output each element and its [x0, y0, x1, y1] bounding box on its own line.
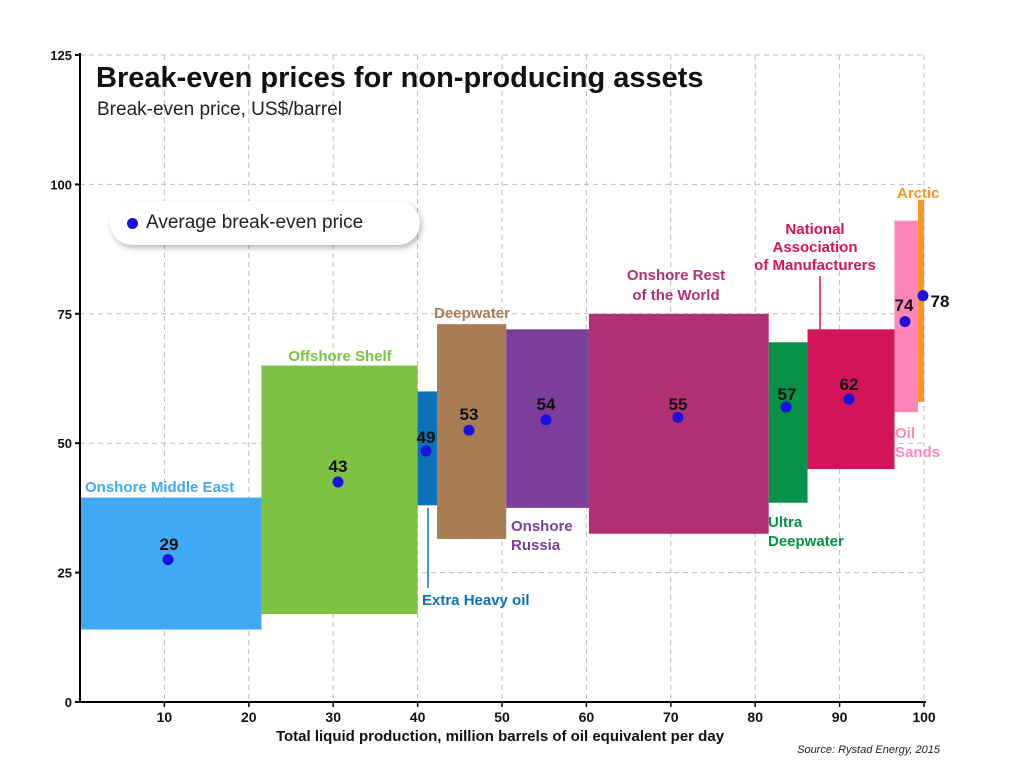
segment-label-line: Onshore Middle East [85, 479, 234, 496]
segment-label-line: National [785, 221, 844, 238]
average-value-label: 43 [329, 457, 348, 476]
average-value-label: 54 [537, 395, 556, 414]
average-value-label: 78 [931, 292, 950, 311]
segment-label-line: Oil [895, 425, 915, 442]
segment-label-line: Offshore Shelf [288, 348, 392, 365]
segment-label: Offshore Shelf [288, 348, 392, 365]
average-marker [162, 554, 174, 566]
segment-label-line: Deepwater [768, 533, 844, 550]
segment-label-line: Sands [895, 444, 940, 461]
average-value-label: 55 [669, 395, 688, 414]
segment-label: Onshore Russia [511, 518, 573, 554]
x-tick-label: 90 [832, 709, 848, 725]
segment-label: National Association of Manufacturers [754, 221, 876, 274]
x-axis-label: Total liquid production, million barrels… [276, 728, 725, 745]
legend-marker [127, 217, 138, 229]
segment-label: Oil Sands [895, 425, 940, 461]
x-tick-label: 20 [241, 709, 257, 725]
average-markers: 29 43 49 53 54 55 57 62 74 78 [160, 290, 950, 566]
average-marker [843, 393, 855, 405]
x-tick-label: 40 [410, 709, 426, 725]
y-tick-label: 75 [58, 307, 72, 322]
segment-label-line: Ultra [768, 514, 803, 531]
tick-labels: 0 25 50 75 100 125 10 20 30 40 50 60 70 80 90 100 [50, 48, 936, 725]
source-note: Source: Rystad Energy, 2015 [797, 744, 940, 756]
segment-label-line: of the World [632, 287, 719, 304]
segment-bar [768, 342, 808, 503]
segment-label-line: Extra Heavy oil [422, 592, 530, 609]
average-marker [780, 401, 792, 413]
average-marker [463, 424, 475, 436]
average-marker [420, 445, 432, 457]
segment-label-line: Onshore [511, 518, 573, 535]
average-value-label: 74 [895, 296, 914, 315]
average-marker [540, 414, 552, 426]
segment-bar [918, 199, 924, 402]
segment-label: Arctic [897, 185, 940, 202]
average-value-label: 62 [840, 375, 859, 394]
legend: Average break-even price [110, 201, 420, 245]
segment-label-line: of Manufacturers [754, 257, 876, 274]
segment-label-line: Association [772, 239, 857, 256]
y-tick-label: 25 [58, 566, 72, 581]
x-tick-label: 10 [157, 709, 173, 725]
segment-label-line: Arctic [897, 185, 940, 202]
average-value-label: 29 [160, 535, 179, 554]
x-tick-label: 70 [663, 709, 679, 725]
segment-label: Onshore Rest of the World [627, 267, 725, 304]
average-marker [899, 316, 911, 328]
average-marker [917, 290, 929, 302]
legend-label: Average break-even price [146, 212, 364, 233]
segment-label-line: Russia [511, 537, 561, 554]
segment-label-line: Onshore Rest [627, 267, 725, 284]
segment-labels: Onshore Middle East Offshore Shelf Extra H… [85, 185, 940, 609]
segment-label: Deepwater [434, 305, 510, 322]
x-tick-label: 80 [747, 709, 763, 725]
segment-label: Extra Heavy oil [422, 592, 530, 609]
y-tick-label: 50 [58, 436, 72, 451]
segment-label-line: Deepwater [434, 305, 510, 322]
segment-bar [588, 313, 769, 534]
average-value-label: 49 [417, 428, 436, 447]
y-tick-label: 100 [50, 177, 72, 192]
x-tick-label: 60 [579, 709, 595, 725]
segment-bar [261, 365, 418, 615]
chart-subtitle: Break-even price, US$/barrel [97, 99, 342, 120]
chart-title: Break-even prices for non-producing asse… [96, 62, 704, 94]
x-tick-label: 100 [912, 709, 936, 725]
y-tick-label: 0 [65, 695, 72, 710]
segment-label: Onshore Middle East [85, 479, 234, 496]
average-marker [672, 411, 684, 423]
average-value-label: 53 [460, 405, 479, 424]
average-value-label: 57 [778, 385, 797, 404]
segment-label: Ultra Deepwater [768, 514, 844, 550]
x-tick-label: 50 [494, 709, 510, 725]
x-tick-label: 30 [325, 709, 341, 725]
axes [75, 53, 926, 707]
y-tick-label: 125 [50, 48, 72, 63]
average-marker [332, 476, 344, 488]
